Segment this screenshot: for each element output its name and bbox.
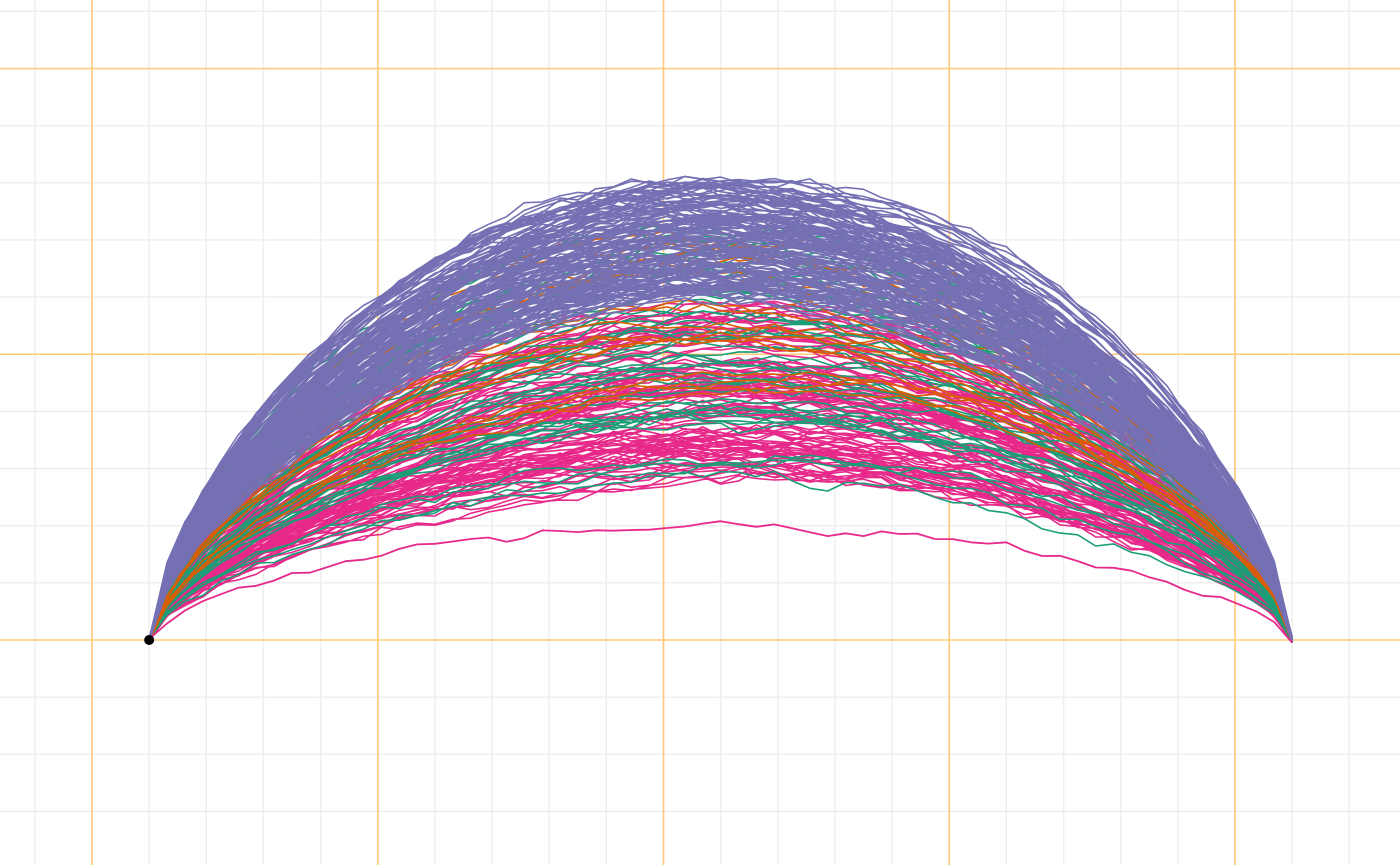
- marker-layer: [144, 635, 155, 645]
- series-line: [148, 260, 1293, 641]
- series-line: [148, 387, 1293, 643]
- series-line: [148, 364, 1293, 641]
- series-line: [148, 218, 1293, 642]
- series-line: [148, 457, 1293, 643]
- series-line: [148, 288, 1293, 642]
- series-line: [148, 354, 1293, 644]
- series-line: [148, 221, 1293, 642]
- series-line: [148, 248, 1293, 640]
- series-line: [148, 331, 1293, 641]
- series-line: [148, 470, 1293, 642]
- series-line: [148, 439, 1293, 642]
- series-line: [148, 520, 1293, 644]
- series-layer: [148, 175, 1294, 644]
- series-line: [148, 371, 1293, 642]
- series-line: [148, 377, 1293, 642]
- start-point-marker: [144, 635, 155, 645]
- series-line: [148, 204, 1293, 641]
- series-line: [148, 221, 1293, 642]
- series-line: [148, 283, 1293, 641]
- series-line: [148, 326, 1293, 641]
- series-line: [148, 178, 1293, 641]
- series-group: [148, 175, 1293, 644]
- series-line: [148, 334, 1293, 643]
- series-line: [148, 405, 1293, 642]
- series-line: [148, 405, 1293, 641]
- series-line: [148, 284, 1293, 642]
- series-line: [148, 413, 1293, 643]
- series-line: [148, 177, 1293, 642]
- series-line: [148, 458, 1293, 641]
- series-line: [148, 261, 1293, 641]
- series-line: [148, 471, 1293, 642]
- series-line: [148, 335, 1293, 642]
- series-line: [148, 450, 1293, 640]
- series-line: [148, 437, 1293, 641]
- series-line: [148, 211, 1293, 642]
- series-line: [148, 354, 1293, 641]
- series-line: [148, 178, 1294, 642]
- series-line: [148, 417, 1293, 641]
- series-line: [148, 397, 1293, 641]
- series-line: [148, 453, 1293, 641]
- series-line: [148, 238, 1293, 642]
- series-line: [148, 225, 1293, 641]
- series-line: [148, 381, 1293, 643]
- series-line: [148, 284, 1293, 641]
- series-line: [148, 446, 1293, 641]
